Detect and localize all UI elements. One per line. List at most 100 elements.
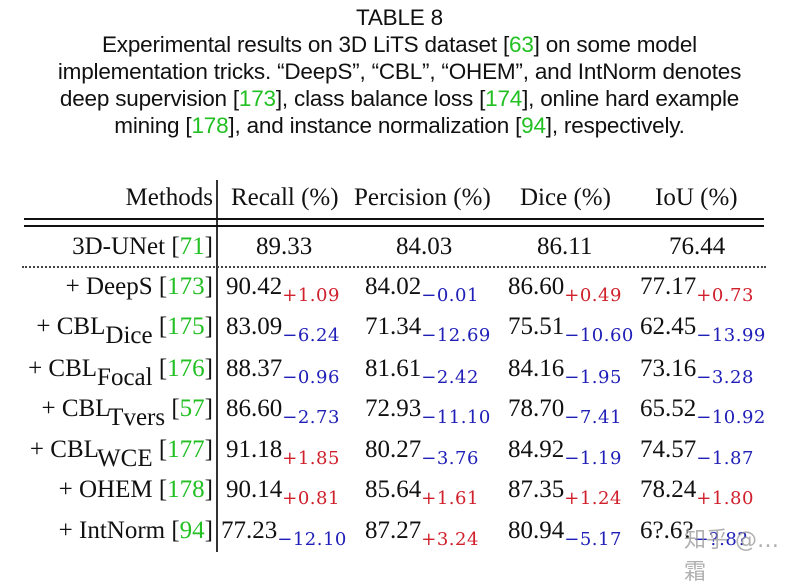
row-method: + DeepS [173]	[65, 273, 213, 300]
metric-value: 80.27	[365, 436, 422, 463]
citation-link[interactable]: 94	[521, 113, 546, 138]
row-method: + CBLTvers [57]	[41, 395, 213, 431]
row-method: + OHEM [178]	[58, 476, 213, 503]
header-dice: Dice (%)	[520, 184, 611, 211]
cell-precision: 85.64+1.61	[365, 476, 479, 509]
delta-value: −0.01	[421, 285, 479, 306]
metric-value: 87.35	[508, 476, 565, 503]
method-subscript: Focal	[97, 364, 153, 391]
caption-line-2: implementation tricks. “DeepS”, “CBL”, “…	[57, 59, 742, 84]
metric-value: 84.02	[365, 273, 422, 300]
delta-value: +1.80	[696, 488, 754, 509]
delta-value: −1.87	[696, 448, 754, 469]
delta-value: +1.85	[282, 448, 340, 469]
delta-value: −0.96	[282, 367, 340, 388]
method-name: + DeepS	[65, 273, 153, 300]
cell-dice: 87.35+1.24	[508, 476, 622, 509]
baseline-separator	[22, 266, 766, 268]
watermark: 知乎 @…霜	[684, 528, 779, 585]
delta-value: −13.99	[696, 325, 766, 346]
metric-value: 91.18	[226, 436, 283, 463]
row-method: + IntNorm [94]	[58, 517, 213, 544]
caption-text: ] on some model	[533, 32, 698, 57]
cell-dice: 86.60+0.49	[508, 273, 622, 306]
column-divider	[216, 180, 218, 552]
metric-value: 65.52	[640, 395, 697, 422]
delta-value: −7.41	[564, 407, 622, 428]
metric-value: 84.16	[508, 355, 565, 382]
delta-value: +0.81	[282, 488, 340, 509]
header-rule-top	[24, 218, 764, 220]
metric-value: 78.24	[640, 476, 697, 503]
method-name: + CBL	[29, 436, 98, 463]
delta-value: −6.24	[282, 325, 340, 346]
delta-value: −2.42	[421, 367, 479, 388]
cell-iou: 6?.6?−?.8?	[640, 517, 748, 550]
metric-value: 86.60	[226, 395, 283, 422]
citation-link[interactable]: 178	[167, 476, 205, 503]
cell-dice: 84.92−1.19	[508, 436, 622, 469]
metric-value: 75.51	[508, 313, 565, 340]
metric-value: 72.93	[365, 395, 422, 422]
citation-link[interactable]: 177	[167, 436, 205, 463]
citation-link[interactable]: 173	[238, 86, 276, 111]
cell-dice: 80.94−5.17	[508, 517, 622, 550]
metric-value: 80.94	[508, 517, 565, 544]
metric-value: 87.27	[365, 517, 422, 544]
metric-value: 73.16	[640, 355, 697, 382]
cell-dice: 78.70−7.41	[508, 395, 622, 428]
cell-recall: 90.14+0.81	[226, 476, 340, 509]
metric-value: 90.42	[226, 273, 283, 300]
cell-precision: 84.02−0.01	[365, 273, 479, 306]
bracket: ]	[204, 233, 213, 260]
delta-value: +1.09	[282, 285, 340, 306]
citation-link[interactable]: 71	[179, 233, 205, 260]
metric-value: 84.92	[508, 436, 565, 463]
cell-precision: 72.93−11.10	[365, 395, 491, 428]
cell-recall: 83.09−6.24	[226, 313, 340, 346]
metric-value: 86.60	[508, 273, 565, 300]
metric-value: 71.34	[365, 313, 422, 340]
delta-value: −5.17	[564, 529, 622, 550]
table-title: TABLE 8	[356, 5, 443, 30]
metric-value: 90.14	[226, 476, 283, 503]
citation-link[interactable]: 63	[509, 32, 534, 57]
citation-link[interactable]: 178	[191, 113, 229, 138]
metric-value: 88.37	[226, 355, 283, 382]
delta-value: −11.10	[421, 407, 491, 428]
citation-link[interactable]: 173	[167, 273, 205, 300]
caption-text: ], respectively.	[545, 113, 685, 138]
delta-value: +0.73	[696, 285, 754, 306]
citation-link[interactable]: 174	[485, 86, 523, 111]
delta-value: −1.19	[564, 448, 622, 469]
delta-value: +1.24	[564, 488, 622, 509]
caption-text: ], class balance loss [	[275, 86, 486, 111]
caption-line-4: mining [178], and instance normalization…	[0, 112, 799, 139]
delta-value: −3.28	[696, 367, 754, 388]
baseline-precision: 84.03	[396, 233, 453, 260]
cell-iou: 73.16−3.28	[640, 355, 754, 388]
baseline-recall: 89.33	[256, 233, 313, 260]
method-subscript: Dice	[105, 322, 153, 349]
citation-link[interactable]: 57	[179, 395, 205, 422]
method-name: 3D-UNet [	[72, 233, 180, 260]
cell-recall: 90.42+1.09	[226, 273, 340, 306]
citation-link[interactable]: 175	[167, 313, 205, 340]
row-method: + CBLWCE [177]	[29, 436, 213, 472]
metric-value: 77.23	[221, 517, 278, 544]
metric-value: 85.64	[365, 476, 422, 503]
delta-value: +1.61	[421, 488, 479, 509]
row-method: + CBLDice [175]	[36, 313, 213, 349]
method-name: + OHEM	[58, 476, 153, 503]
method-name: + CBL	[28, 355, 98, 382]
citation-link[interactable]: 94	[179, 517, 205, 544]
header-recall: Recall (%)	[231, 184, 339, 211]
cell-iou: 77.17+0.73	[640, 273, 754, 306]
cell-iou: 78.24+1.80	[640, 476, 754, 509]
citation-link[interactable]: 176	[167, 355, 205, 382]
cell-dice: 84.16−1.95	[508, 355, 622, 388]
delta-value: −12.69	[421, 325, 491, 346]
cell-iou: 74.57−1.87	[640, 436, 754, 469]
delta-value: −3.76	[421, 448, 479, 469]
table-caption: TABLE 8 Experimental results on 3D LiTS …	[0, 4, 799, 139]
